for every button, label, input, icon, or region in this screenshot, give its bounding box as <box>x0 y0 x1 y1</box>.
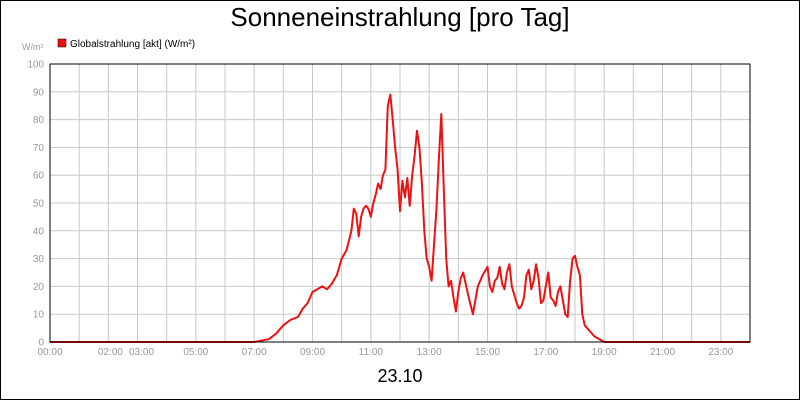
x-tick-label: 13:00 <box>417 347 442 358</box>
y-tick-label: 50 <box>33 199 45 210</box>
y-axis-unit: W/m² <box>22 42 44 52</box>
y-tick-label: 60 <box>33 171 45 182</box>
y-tick-label: 20 <box>33 282 45 293</box>
legend-label: Globalstrahlung [akt] (W/m²) <box>70 39 195 50</box>
x-tick-label: 07:00 <box>242 347 267 358</box>
x-tick-label: 03:00 <box>129 347 154 358</box>
x-tick-label: 23:00 <box>708 347 733 358</box>
plot-border <box>49 63 751 343</box>
y-tick-label: 90 <box>33 87 45 98</box>
x-tick-label: 21:00 <box>650 347 675 358</box>
x-tick-label: 11:00 <box>359 347 384 358</box>
x-tick-label: 05:00 <box>183 347 208 358</box>
x-tick-label: 09:00 <box>300 347 325 358</box>
x-axis-date-label: 23.10 <box>377 366 423 386</box>
x-axis-ticks: 00:00 02:00 03:00 05:00 07:00 09:00 11:00 13:00… <box>37 347 733 358</box>
y-tick-label: 80 <box>33 115 45 126</box>
series-line-globalstrahlung <box>50 93 750 343</box>
x-tick-label: 17:00 <box>533 347 558 358</box>
y-tick-label: 100 <box>27 60 44 71</box>
x-tick-label: 02:00 <box>98 347 123 358</box>
y-axis-ticks: 0 10 20 30 40 50 60 70 80 90 100 <box>27 60 44 349</box>
y-tick-label: 10 <box>33 310 45 321</box>
y-tick-label: 70 <box>33 143 45 154</box>
y-tick-label: 30 <box>33 254 45 265</box>
x-tick-label: 15:00 <box>475 347 500 358</box>
y-tick-label: 0 <box>38 338 44 349</box>
legend: Globalstrahlung [akt] (W/m²) <box>57 38 195 50</box>
chart-title: Sonneneinstrahlung [pro Tag] <box>230 2 570 32</box>
x-tick-label: 19:00 <box>592 347 617 358</box>
y-tick-label: 40 <box>33 226 45 237</box>
legend-swatch <box>57 38 67 48</box>
x-tick-label: 00:00 <box>37 347 62 358</box>
